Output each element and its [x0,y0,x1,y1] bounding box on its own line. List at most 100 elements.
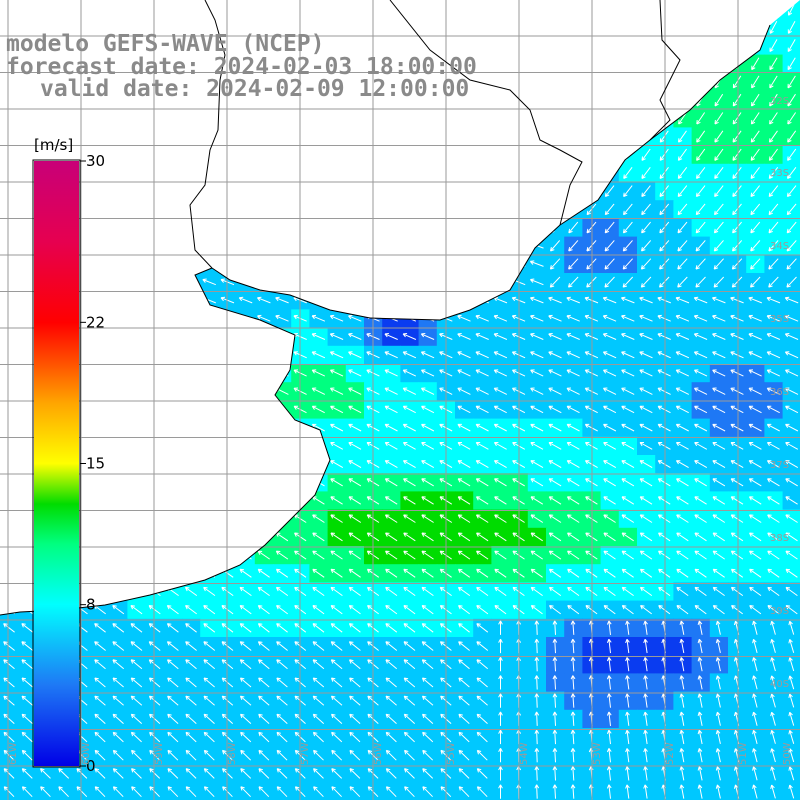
wind-arrow [768,167,779,179]
wind-arrow [770,766,776,781]
wind-arrow [752,657,758,672]
wind-arrow [750,167,760,179]
wind-arrow [785,514,798,523]
wind-arrow [312,695,325,706]
wind-arrow [239,677,252,688]
wind-arrow [621,605,634,615]
wind-arrow [714,148,724,161]
wind-arrow [167,786,179,798]
wind-arrow [768,258,779,270]
latitude-label: 34S [770,241,789,252]
wind-arrow [530,605,543,615]
wind-arrow [457,568,471,578]
wind-arrow [185,623,197,633]
wind-arrow [787,20,796,34]
wind-arrow [785,460,799,469]
wind-arrow [402,333,417,340]
wind-arrow [552,620,558,635]
wind-arrow [752,675,758,690]
wind-arrow [714,167,724,179]
wind-arrow [787,148,797,161]
wind-arrow [203,677,215,688]
wind-arrow [548,333,562,340]
wind-arrow [112,695,124,706]
wind-arrow [566,369,580,377]
wind-arrow [421,605,434,615]
wind-arrow [3,731,15,743]
wind-arrow [697,657,703,672]
wind-arrow [730,586,744,597]
wind-arrow [58,768,70,779]
wind-arrow [276,786,288,798]
wind-arrow [748,369,762,377]
wind-arrow [457,550,471,560]
wind-arrow [748,405,762,414]
wind-arrow [621,586,634,597]
wind-arrow [766,351,781,359]
wind-arrow [731,258,743,270]
wind-arrow [732,148,742,161]
wind-arrow [457,460,471,469]
wind-arrow [403,659,416,670]
wind-arrow [604,240,615,252]
wind-arrow [712,387,726,395]
wind-arrow [404,749,415,761]
wind-arrow [130,605,143,615]
wind-arrow [384,478,398,487]
wind-arrow [659,240,670,252]
wind-arrow [149,749,161,761]
wind-arrow [570,675,576,690]
wind-arrow [693,387,708,395]
wind-arrow [785,442,799,450]
uruguay-brazil-coast [369,24,771,321]
wind-arrow [385,786,397,798]
wind-arrow [606,766,612,781]
wind-arrow [475,460,489,469]
wind-arrow [548,405,562,414]
wind-arrow [94,641,106,651]
wind-arrow [475,423,489,432]
wind-arrow [167,749,179,761]
wind-arrow [730,387,744,395]
wind-arrow [420,387,435,395]
wind-arrow [548,568,562,578]
wind-arrow [330,496,343,505]
wind-arrow [770,620,776,635]
wind-arrow [149,786,160,798]
wind-arrow [185,713,197,724]
wind-arrow [498,784,503,799]
wind-arrow [695,258,706,270]
wind-arrow [348,532,361,542]
wind-arrow [603,442,617,450]
wind-arrow [476,768,488,779]
wind-arrow [258,713,270,724]
wind-arrow [641,167,651,179]
wind-arrow [714,203,724,216]
wind-arrow [529,260,544,267]
wind-arrow [548,351,562,359]
wind-arrow [276,749,288,761]
wind-arrow [530,532,543,542]
wind-arrow [570,638,576,654]
wind-arrow [21,731,33,743]
wind-arrow [788,784,795,799]
wind-arrow [203,659,216,670]
wind-arrow [713,258,724,270]
wind-arrow [679,784,685,799]
wind-arrow [639,333,653,340]
wind-arrow [203,641,216,651]
wind-arrow [112,786,124,798]
wind-arrow [643,657,648,672]
wind-arrow [275,314,289,322]
wind-arrow [621,550,634,560]
wind-arrow [566,296,580,304]
wind-arrow [548,296,562,304]
wind-arrow [787,93,796,107]
wind-arrow [112,713,124,724]
wind-arrow [657,514,671,523]
wind-arrow [639,568,653,578]
wind-arrow [640,605,652,615]
wind-arrow [403,514,416,523]
wind-arrow [679,620,685,635]
wind-arrow [712,586,725,597]
